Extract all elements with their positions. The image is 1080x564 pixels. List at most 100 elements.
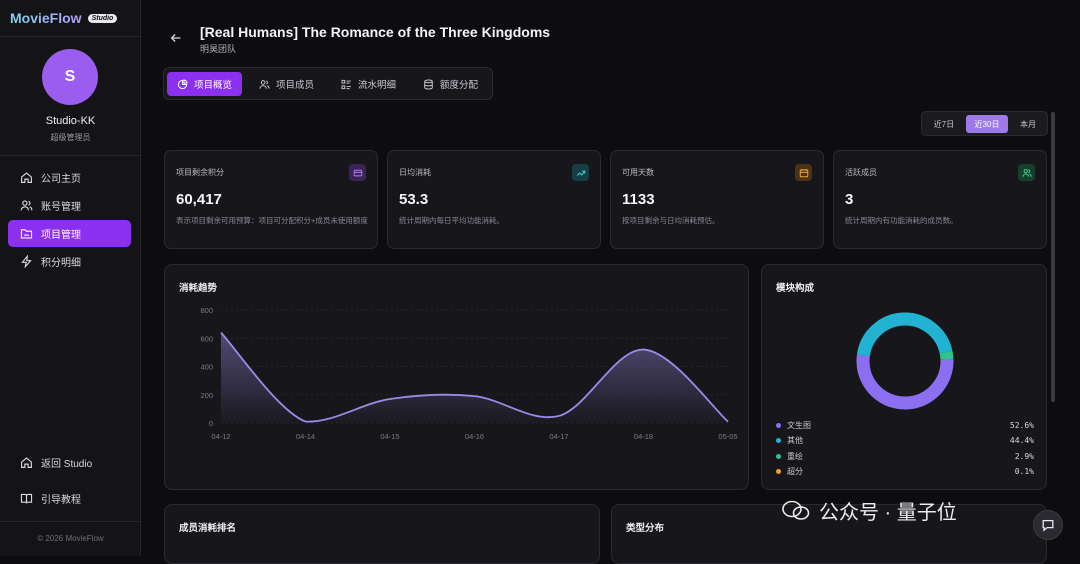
stat-description: 表示项目剩余可用预算：项目可分配积分+成员未使用额度	[176, 216, 368, 225]
stat-label: 活跃成员	[845, 168, 877, 177]
y-tick-label: 600	[200, 334, 213, 343]
type-distribution-panel: 类型分布	[611, 504, 1047, 564]
donut-slice[interactable]	[856, 312, 954, 410]
logo-text: MovieFlow	[10, 10, 82, 26]
stat-card-available-days: 可用天数 1133 按项目剩余与日均消耗预估。	[610, 150, 824, 249]
legend-dot	[776, 469, 781, 474]
range-7d-button[interactable]: 近7日	[933, 119, 955, 129]
legend-value: 52.6%	[1009, 420, 1034, 430]
sidebar-item-home[interactable]: 公司主页	[8, 164, 131, 191]
book-icon	[20, 493, 33, 504]
sidebar-item-label: 账号管理	[41, 202, 81, 213]
folder-icon	[20, 229, 33, 239]
legend-label: 超分	[787, 467, 803, 476]
legend-item[interactable]: 文生图 52.6%	[776, 419, 1034, 431]
calendar-icon	[795, 164, 812, 181]
sidebar: MovieFlow Studio S Studio-KK 超级管理员 公司主页 …	[0, 0, 141, 556]
tab-transactions[interactable]: 流水明细	[331, 72, 406, 96]
stat-label: 可用天数	[622, 168, 654, 177]
tab-overview[interactable]: 项目概览	[167, 72, 243, 96]
stat-description: 按项目剩余与日均消耗预估。	[622, 216, 720, 225]
legend-label: 其他	[787, 436, 803, 445]
wallet-icon	[349, 164, 366, 181]
donut-slice[interactable]	[856, 312, 954, 410]
scrollbar[interactable]	[1051, 112, 1055, 402]
sidebar-item-label: 积分明细	[41, 258, 81, 269]
stat-card-remaining-credits: 项目剩余积分 60,417 表示项目剩余可用预算：项目可分配积分+成员未使用额度	[164, 150, 378, 249]
y-tick-label: 800	[200, 306, 213, 315]
divider	[0, 36, 141, 37]
trend-title: 消耗趋势	[179, 283, 218, 294]
x-tick-label: 04-14	[296, 432, 315, 441]
stat-label: 项目剩余积分	[176, 168, 224, 177]
logo-badge: Studio	[87, 13, 118, 23]
legend-item[interactable]: 其他 44.4%	[776, 435, 1034, 447]
home-icon	[21, 457, 32, 468]
x-tick-label: 04-17	[549, 432, 568, 441]
list-icon	[341, 79, 351, 89]
trend-line	[220, 331, 729, 423]
trend-icon	[572, 164, 589, 181]
chat-button[interactable]	[1033, 510, 1063, 540]
copyright: © 2026 MovieFlow	[37, 534, 104, 543]
tab-bar: 项目概览 项目成员 流水明细 额度分配	[163, 67, 493, 100]
bolt-icon	[21, 255, 32, 268]
main-content: [Real Humans] The Romance of the Three K…	[141, 0, 1080, 564]
pie-icon	[177, 79, 188, 89]
users-icon	[259, 79, 270, 89]
trend-panel: 消耗趋势 800 600 400 200 0 04-12 04-14 04-15 04-16 0…	[164, 264, 749, 490]
trend-area	[221, 332, 728, 423]
back-arrow-icon[interactable]	[169, 31, 183, 45]
divider	[0, 155, 141, 156]
avatar[interactable]: S	[42, 49, 98, 105]
type-distribution-title: 类型分布	[626, 523, 665, 534]
range-month-button[interactable]: 本月	[1020, 119, 1036, 129]
logo[interactable]: MovieFlow Studio	[10, 10, 118, 26]
users-icon	[1018, 164, 1035, 181]
stat-card-daily-usage: 日均消耗 53.3 统计周期内每日平均功能消耗。	[387, 150, 601, 249]
tab-members[interactable]: 项目成员	[249, 72, 324, 96]
watermark-text: 公众号 · 量子位	[819, 502, 957, 524]
stat-value: 60,417	[176, 191, 222, 208]
user-name: Studio-KK	[45, 115, 96, 127]
x-tick-label: 04-18	[634, 432, 653, 441]
users-icon	[20, 200, 33, 211]
stat-card-active-members: 活跃成员 3 统计周期内有功能消耗的成员数。	[833, 150, 1047, 249]
sidebar-item-back-studio[interactable]: 返回 Studio	[8, 449, 131, 476]
stat-label: 日均消耗	[399, 168, 431, 177]
stat-value: 1133	[622, 191, 655, 208]
legend-item[interactable]: 重绘 2.9%	[776, 450, 1034, 462]
tab-label: 项目概览	[194, 80, 233, 91]
y-tick-label: 200	[200, 391, 213, 400]
legend-dot	[776, 422, 781, 428]
x-tick-label: 04-16	[465, 432, 484, 441]
sidebar-item-label: 公司主页	[41, 174, 81, 185]
page-title: [Real Humans] The Romance of the Three K…	[200, 24, 551, 40]
legend-value: 0.1%	[1014, 467, 1034, 476]
tab-label: 额度分配	[440, 80, 479, 91]
ranking-title: 成员消耗排名	[179, 523, 237, 534]
legend-dot	[776, 453, 781, 459]
watermark: 公众号 · 量子位	[781, 496, 957, 525]
tab-quota[interactable]: 额度分配	[413, 72, 488, 96]
donut-chart	[856, 312, 954, 410]
sidebar-item-projects[interactable]: 项目管理	[8, 220, 131, 247]
sidebar-item-label: 引导教程	[41, 495, 81, 506]
stat-description: 统计周期内每日平均功能消耗。	[399, 216, 504, 225]
legend-label: 重绘	[787, 451, 803, 461]
sidebar-item-label: 返回 Studio	[41, 459, 93, 470]
sidebar-item-guide[interactable]: 引导教程	[8, 485, 131, 512]
x-tick-label: 04-12	[211, 432, 230, 441]
legend-item[interactable]: 超分 0.1%	[776, 466, 1034, 478]
composition-panel: 模块构成 文生图 52.6% 其他 44.4% 重绘 2.9% 超分 0.1%	[761, 264, 1047, 490]
sidebar-item-credits[interactable]: 积分明细	[8, 248, 131, 275]
page-subtitle: 明昊团队	[200, 44, 237, 54]
x-tick-label: 05-05	[718, 432, 737, 441]
legend-value: 2.9%	[1014, 451, 1034, 461]
range-30d-button[interactable]: 近30日	[966, 115, 1008, 133]
legend-value: 44.4%	[1009, 436, 1034, 445]
date-range-selector: 近7日 近30日 本月	[921, 111, 1048, 136]
tab-label: 项目成员	[276, 80, 315, 91]
user-role: 超级管理员	[50, 133, 91, 142]
sidebar-item-accounts[interactable]: 账号管理	[8, 192, 131, 219]
